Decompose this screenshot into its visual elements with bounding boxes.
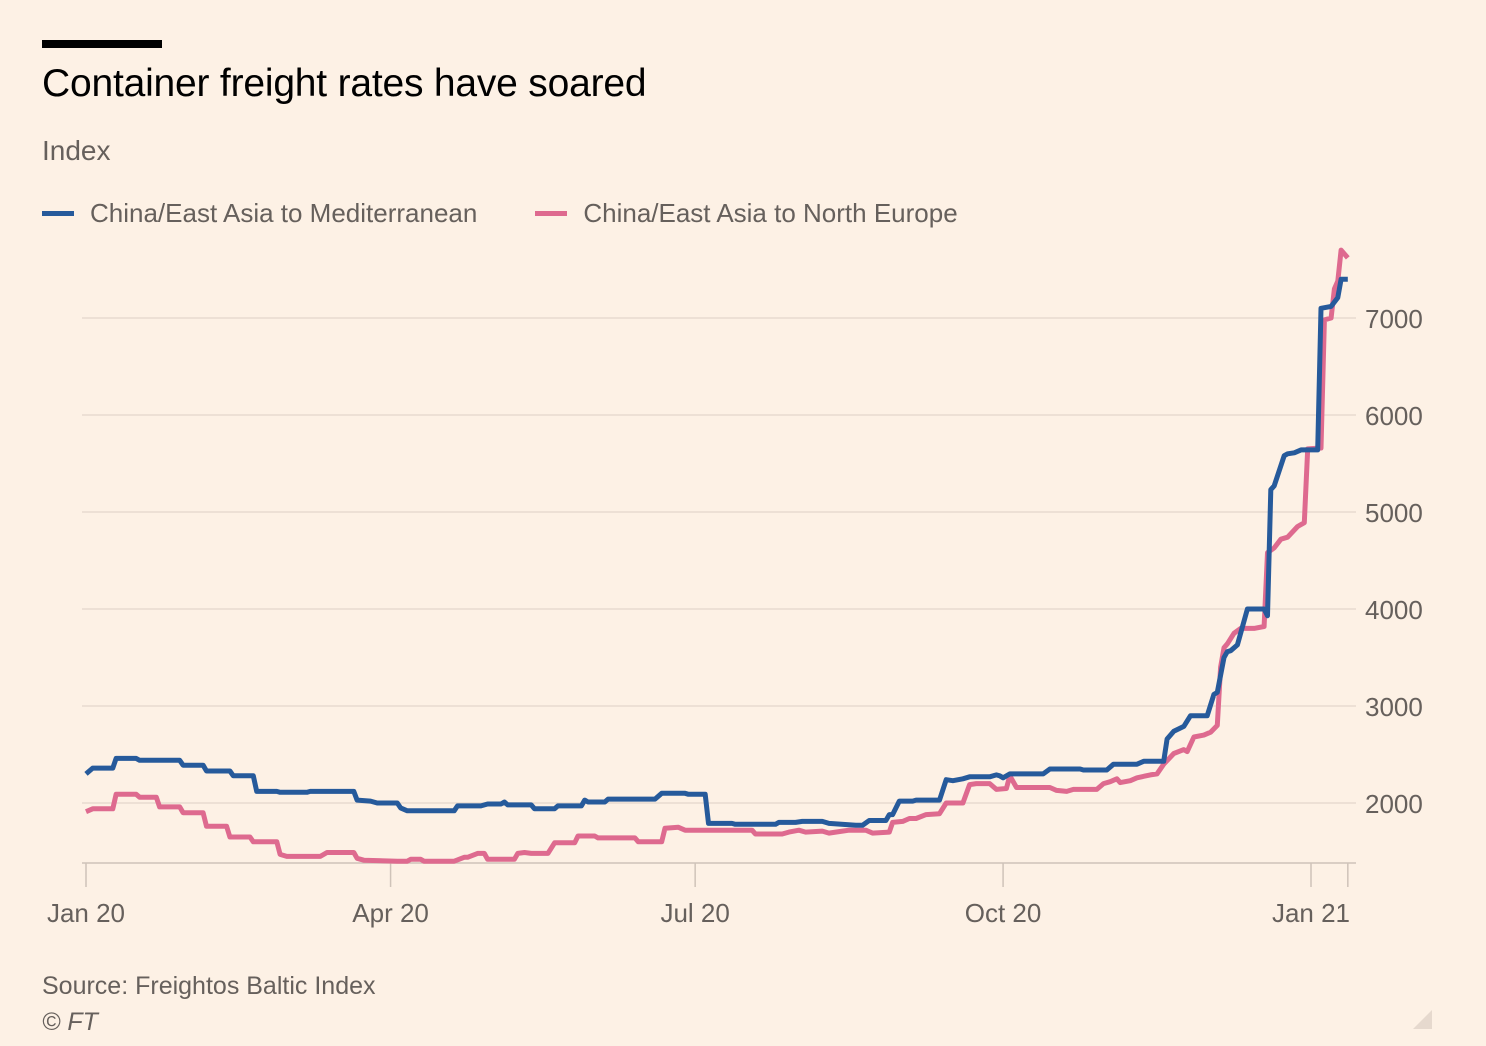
x-tick-label: Apr 20 [352,898,429,928]
y-tick-label: 7000 [1365,304,1423,334]
chart-subtitle: Index [42,135,111,166]
legend-swatch-mediterranean [42,211,74,216]
y-tick-label: 3000 [1365,692,1423,722]
x-tick-label: Oct 20 [965,898,1042,928]
copyright: © FT [42,1008,98,1036]
y-tick-label: 5000 [1365,498,1423,528]
x-tick-label: Jan 20 [47,898,125,928]
y-tick-label: 2000 [1365,789,1423,819]
title-accent-bar [42,40,162,48]
x-tick-label: Jul 20 [660,898,729,928]
legend-item-north-europe: China/East Asia to North Europe [535,198,958,229]
legend-item-mediterranean: China/East Asia to Mediterranean [42,198,477,229]
y-tick-label: 4000 [1365,595,1423,625]
legend: China/East Asia to Mediterranean China/E… [42,198,1016,229]
source-note: Source: Freightos Baltic Index [42,972,376,1000]
series-line-north-europe [85,247,1350,864]
legend-label-north-europe: China/East Asia to North Europe [583,198,958,228]
chart-title: Container freight rates have soared [42,62,647,105]
legend-swatch-north-europe [535,211,568,216]
x-tick-label: Jan 21 [1272,898,1350,928]
y-tick-label: 6000 [1365,401,1423,431]
resize-corner-icon [1413,1010,1432,1029]
legend-label-mediterranean: China/East Asia to Mediterranean [90,198,478,228]
series-line-mediterranean [84,276,1348,828]
